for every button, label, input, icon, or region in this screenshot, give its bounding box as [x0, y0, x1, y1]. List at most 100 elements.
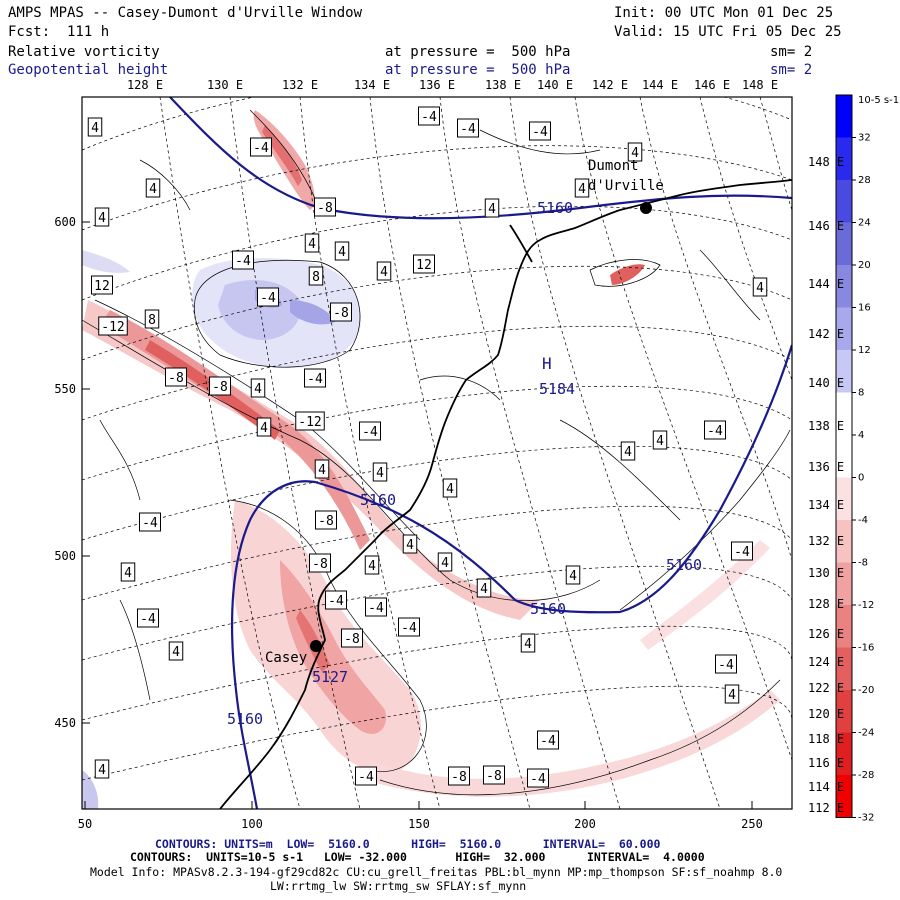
vorticity-label: -8	[309, 553, 331, 573]
vorticity-label: 4	[484, 198, 500, 218]
svg-text:4: 4	[376, 466, 384, 481]
colorbar-segment	[836, 137, 852, 180]
svg-text:-4: -4	[421, 110, 437, 125]
right-longitude-label: 144 E	[808, 277, 844, 291]
vorticity-label: 4	[627, 142, 643, 162]
svg-text:-4: -4	[530, 772, 546, 787]
vorticity-label: -12	[98, 316, 128, 336]
colorbar-segment	[836, 392, 852, 435]
right-longitude-label: 142 E	[808, 327, 844, 341]
colorbar-tick-label: 28	[858, 175, 871, 186]
vorticity-shading	[82, 110, 780, 809]
svg-text:4: 4	[524, 637, 532, 652]
svg-text:-8: -8	[333, 306, 349, 321]
colorbar-tick-label: -28	[858, 770, 874, 781]
colorbar-tick-label: 12	[858, 345, 871, 356]
vorticity-label: -8	[165, 367, 187, 387]
svg-text:-4: -4	[401, 621, 417, 636]
vorticity-label: 4	[94, 759, 110, 779]
init-time: Init: 00 UTC Mon 01 Dec 25	[614, 5, 834, 21]
colorbar-tick-label: 24	[858, 218, 871, 229]
right-longitude-label: 124 E	[808, 655, 844, 669]
svg-text:4: 4	[124, 566, 132, 581]
svg-text:-4: -4	[368, 601, 384, 616]
top-longitude-label: 132 E	[282, 78, 318, 92]
vorticity-label: 4	[168, 641, 184, 661]
svg-text:4: 4	[441, 556, 449, 571]
vorticity-label: 4	[145, 178, 161, 198]
station-label-dumont: Dumont	[588, 158, 639, 174]
top-longitude-label: 140 E	[537, 78, 573, 92]
vorticity-label: 4	[402, 534, 418, 554]
right-longitude-label: 116 E	[808, 756, 844, 770]
vorticity-label: -4	[398, 617, 420, 637]
colorbar-tick-label: 32	[858, 133, 871, 144]
bottom-axis-label: 200	[574, 817, 596, 831]
colorbar-tick-label: -24	[858, 728, 874, 739]
right-longitude-label: 114 E	[808, 780, 844, 794]
vorticity-label: -4	[704, 420, 726, 440]
vorticity-label: 4	[476, 578, 492, 598]
height-contour-label: 5160	[227, 710, 263, 728]
vorticity-label: 4	[372, 462, 388, 482]
svg-text:4: 4	[488, 202, 496, 217]
vorticity-label: -4	[137, 608, 159, 628]
vorticity-label: -4	[355, 766, 377, 786]
right-longitude-label: 128 E	[808, 597, 844, 611]
colorbar-unit-label: 10-5 s-1	[858, 95, 899, 106]
colorbar-segment	[836, 775, 852, 818]
svg-text:4: 4	[406, 538, 414, 553]
vorticity-label: -4	[527, 768, 549, 788]
vorticity-label: 4	[520, 633, 536, 653]
svg-text:4: 4	[624, 445, 632, 460]
vorticity-label: -4	[529, 121, 551, 141]
field1-level: at pressure = 500 hPa	[385, 44, 571, 60]
vorticity-label: -8	[483, 765, 505, 785]
plot-title: AMPS MPAS -- Casey-Dumont d'Urville Wind…	[8, 5, 363, 21]
station-marker-icon	[310, 640, 322, 652]
height-contour-label: 5160	[666, 556, 702, 574]
svg-text:-8: -8	[317, 201, 333, 216]
svg-text:-4: -4	[140, 612, 156, 627]
coastline	[219, 179, 792, 809]
svg-text:4: 4	[149, 182, 157, 197]
colorbar-segment	[836, 520, 852, 563]
colorbar-segment	[836, 732, 852, 775]
vorticity-label: 4	[752, 277, 768, 297]
vorticity-label: -4	[457, 118, 479, 138]
svg-text:4: 4	[756, 281, 764, 296]
colorbar-segment	[836, 435, 852, 478]
vorticity-label: -4	[232, 250, 254, 270]
field1-name: Relative vorticity	[8, 44, 160, 60]
vorticity-label: 4	[334, 241, 350, 261]
svg-text:-4: -4	[718, 658, 734, 673]
svg-text:4: 4	[578, 182, 586, 197]
vorticity-label: 4	[250, 378, 266, 398]
svg-text:-4: -4	[540, 734, 556, 749]
vorticity-label: 12	[413, 254, 435, 274]
svg-text:-8: -8	[486, 769, 502, 784]
vorticity-label: -12	[295, 411, 325, 431]
station-dumont-durville	[640, 202, 652, 214]
top-longitude-label: 138 E	[485, 78, 521, 92]
svg-text:4: 4	[98, 763, 106, 778]
vorticity-contour-info: CONTOURS: UNITS=10-5 s-1 LOW= -32.000 HI…	[130, 850, 705, 864]
vorticity-label: 4	[652, 430, 668, 450]
forecast-hour: Fcst: 111 h	[8, 24, 110, 40]
height-contour-label: 5127	[312, 668, 348, 686]
svg-text:8: 8	[148, 313, 156, 328]
left-axis-label: 500	[54, 549, 76, 563]
right-longitude-label: 112 E	[808, 801, 844, 815]
station-label-casey: Casey	[265, 650, 308, 666]
right-longitude-label: 132 E	[808, 534, 844, 548]
svg-text:-4: -4	[734, 545, 750, 560]
colorbar-segment	[836, 605, 852, 648]
field2-name: Geopotential height	[8, 62, 169, 78]
left-axis-label: 600	[54, 215, 76, 229]
svg-text:12: 12	[94, 279, 110, 294]
left-axis-label: 450	[54, 716, 76, 730]
svg-text:4: 4	[318, 463, 326, 478]
top-longitude-label: 142 E	[592, 78, 628, 92]
svg-text:4: 4	[172, 645, 180, 660]
top-longitude-label: 146 E	[694, 78, 730, 92]
